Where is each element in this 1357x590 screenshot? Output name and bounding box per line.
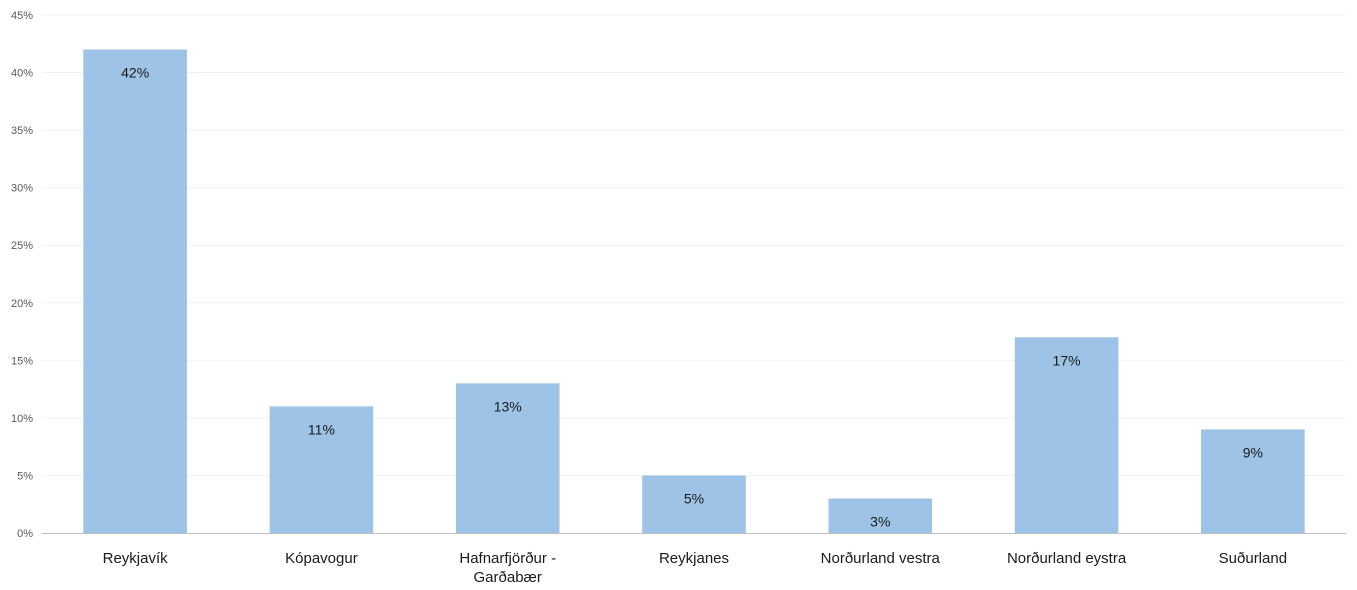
y-tick-label: 20% (11, 298, 33, 310)
data-label: 11% (308, 421, 335, 437)
x-category-label: Suðurland (1219, 550, 1287, 567)
bar (1014, 337, 1119, 533)
data-label: 42% (121, 65, 149, 81)
x-category-label: Norðurland vestra (821, 550, 941, 567)
x-axis-category-labels: Reykjavík Kópavogur Hafnarfjörður - Garðabæ… (103, 550, 1287, 586)
gridlines (42, 14, 1346, 476)
data-labels: 42% 11% 13% 5% 3% 17% 9% (121, 65, 1263, 530)
y-tick-label: 15% (11, 355, 33, 367)
y-tick-label: 10% (11, 413, 33, 425)
bar (455, 383, 560, 533)
data-label: 17% (1053, 352, 1081, 368)
y-tick-label: 0% (17, 528, 33, 540)
x-category-label: Norðurland eystra (1007, 550, 1127, 567)
y-tick-label: 40% (11, 68, 33, 80)
bars (83, 49, 1305, 534)
data-label: 5% (684, 490, 704, 506)
bar (828, 498, 933, 533)
bar (642, 475, 746, 533)
data-label: 13% (494, 398, 522, 414)
x-category-label: Kópavogur (285, 550, 358, 567)
bar (269, 406, 374, 533)
x-category-label: Hafnarfjörður - (459, 550, 556, 567)
y-tick-label: 25% (11, 240, 33, 252)
y-tick-label: 35% (11, 125, 33, 137)
y-axis-tick-labels: 0% 5% 10% 15% 20% 25% 30% 35% 40% 45% (11, 10, 33, 540)
y-tick-label: 45% (11, 10, 33, 22)
data-label: 3% (870, 513, 890, 529)
data-label: 9% (1243, 444, 1263, 460)
bar (83, 49, 187, 534)
x-category-label: Garðabær (474, 569, 542, 586)
y-tick-label: 30% (11, 183, 33, 195)
x-category-label: Reykjavík (103, 550, 169, 567)
x-category-label: Reykjanes (659, 550, 729, 567)
y-tick-label: 5% (17, 470, 33, 482)
bar (1201, 429, 1305, 533)
